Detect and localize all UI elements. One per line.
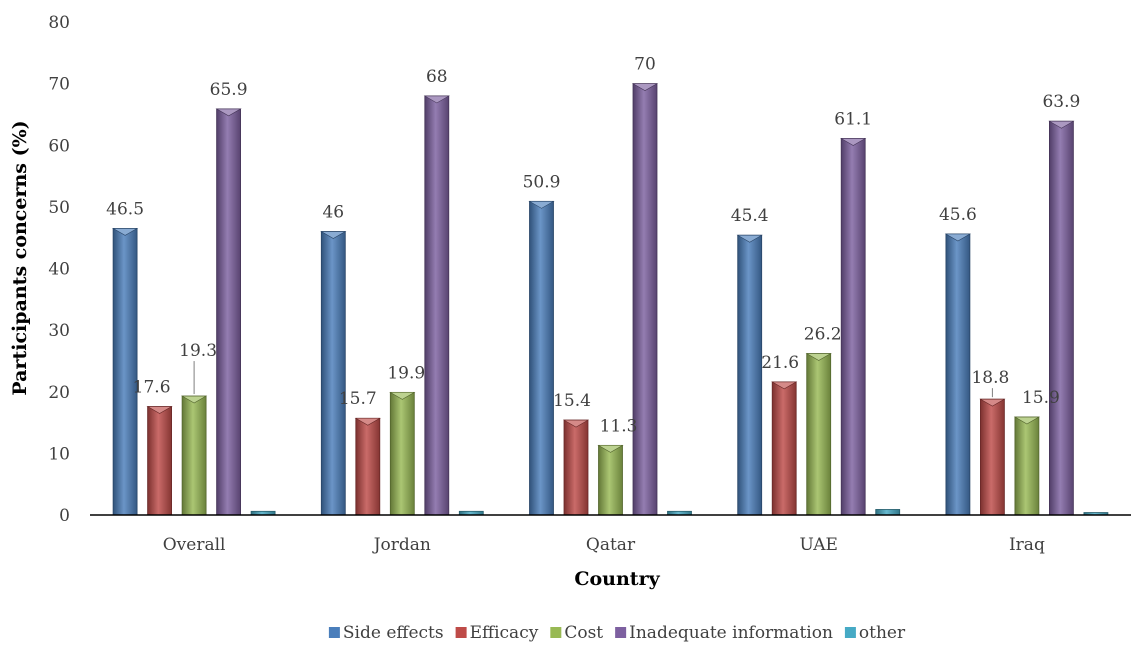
bar-inadequate-information-jordan [423,95,450,516]
bar-efficacy-qatar [562,419,590,516]
bar-side-effects-uae [736,234,763,516]
x-tick-label: Overall [163,535,226,555]
legend-swatch [844,627,856,638]
x-tick-label: UAE [799,535,838,555]
bars [111,83,1109,516]
y-axis-ticks: 0 10 20 30 40 50 60 70 80 [48,13,70,526]
bar-cost-qatar [597,444,624,516]
data-label: 68 [426,67,448,87]
data-label: 61.1 [834,109,872,129]
data-label: 21.6 [761,353,799,373]
data-label: 65.9 [210,80,248,100]
y-tick-label: 50 [48,198,70,218]
bar-efficacy-iraq [979,398,1006,516]
y-tick-label: 60 [48,136,70,156]
legend: Side effects Efficacy Cost Inadequate infor… [328,623,906,643]
bar-other-uae [875,509,901,516]
legend-label: other [859,623,906,643]
legend-label: Inadequate information [629,623,833,643]
bar-cost-jordan [389,391,416,516]
data-label: 18.8 [971,368,1009,388]
legend-item-inadequate-information: Inadequate information [615,623,833,643]
data-label: 11.3 [600,416,638,436]
y-tick-label: 70 [48,75,70,95]
legend-swatch [615,627,627,638]
x-tick-label: Qatar [586,535,636,555]
data-label: 26.2 [804,325,842,345]
x-tick-label: Jordan [372,535,431,555]
legend-label: Efficacy [470,623,539,643]
legend-swatch [550,627,562,638]
data-label: 15.7 [339,389,377,409]
bar-efficacy-overall [146,406,173,516]
data-label: 45.4 [731,206,769,226]
bar-inadequate-information-uae [840,138,867,516]
x-axis-ticks: Overall Jordan Qatar UAE Iraq [163,535,1045,555]
bar-side-effects-jordan [320,231,347,516]
bar-inadequate-information-iraq [1048,120,1075,516]
y-tick-label: 30 [48,321,70,341]
legend-item-efficacy: Efficacy [455,623,539,643]
legend-swatch [328,627,340,638]
data-label: 46.5 [106,199,144,219]
bar-cost-overall [180,395,208,516]
legend-swatch [455,627,467,638]
y-axis-title: Participants concerns (%) [9,120,31,395]
bar-cost-uae [805,353,832,516]
data-label: 17.6 [133,378,171,398]
y-tick-label: 80 [48,13,70,33]
y-tick-label: 40 [48,260,70,280]
bar-inadequate-information-qatar [631,83,659,516]
bar-efficacy-jordan [354,417,381,516]
y-tick-label: 0 [59,506,70,526]
bar-inadequate-information-overall [215,108,242,516]
data-label: 15.9 [1022,388,1060,408]
x-axis-title: Country [574,568,660,590]
data-label: 50.9 [523,172,561,192]
bar-side-effects-overall [111,228,139,516]
data-label: 45.6 [939,205,977,225]
data-label: 19.9 [387,363,425,383]
legend-label: Side effects [343,623,444,643]
data-label: 70 [634,55,656,75]
legend-label: Cost [564,623,603,643]
legend-item-cost: Cost [550,623,603,643]
y-tick-label: 20 [48,383,70,403]
data-label: 15.4 [553,391,591,411]
y-tick-label: 10 [48,444,70,464]
legend-item-side-effects: Side effects [328,623,444,643]
bar-cost-iraq [1013,416,1041,516]
data-labels: 46.5 17.6 19.3 65.9 46 15.7 19.9 68 50.9 15.4 11.3… [106,55,1080,437]
x-tick-label: Iraq [1009,535,1045,555]
bar-side-effects-iraq [944,233,972,516]
data-label: 46 [322,203,344,223]
legend-item-other: other [844,623,906,643]
bar-side-effects-qatar [528,200,555,516]
bar-efficacy-uae [771,381,798,516]
data-label: 19.3 [179,341,217,361]
data-label: 63.9 [1042,92,1080,112]
